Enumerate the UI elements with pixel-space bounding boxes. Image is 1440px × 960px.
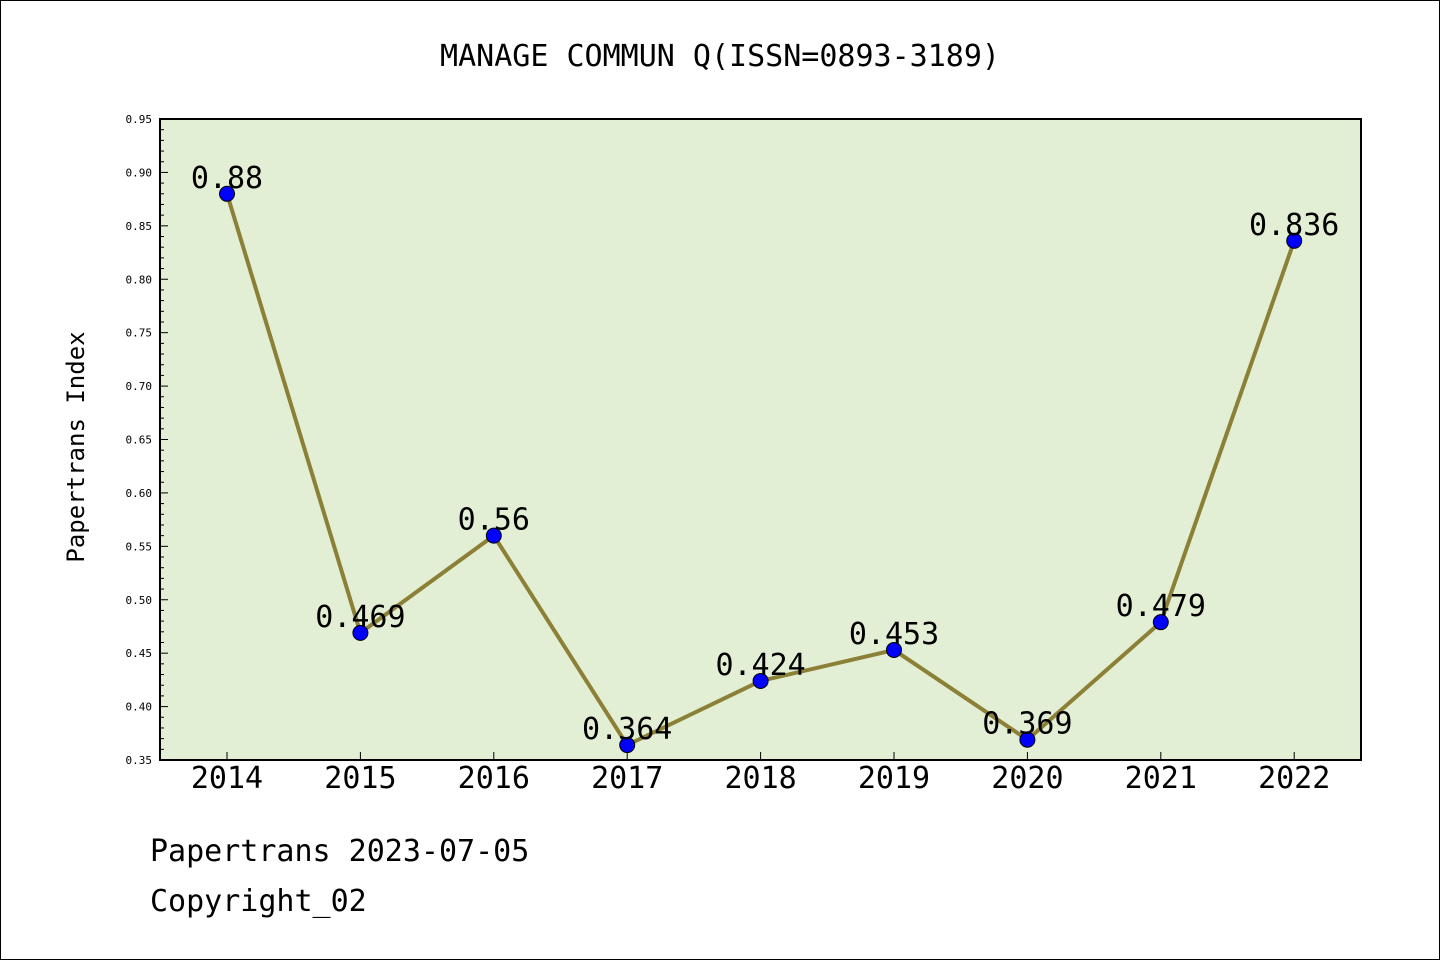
x-tick-label: 2020 <box>991 761 1063 796</box>
y-tick-label: 0.70 <box>126 380 153 393</box>
data-label: 0.836 <box>1249 208 1339 243</box>
chart-title: MANAGE COMMUN Q(ISSN=0893-3189) <box>440 39 1000 74</box>
y-tick-label: 0.50 <box>126 594 153 607</box>
data-point <box>752 672 769 689</box>
data-point <box>886 641 902 658</box>
x-tick-label: 2015 <box>324 761 396 796</box>
x-tick-label: 2017 <box>591 761 663 796</box>
y-tick-label: 0.80 <box>126 273 153 286</box>
data-point <box>1152 614 1169 631</box>
x-tick-label: 2014 <box>191 761 263 796</box>
data-point <box>1019 731 1036 748</box>
x-tick-label: 2016 <box>458 761 530 796</box>
x-tick-label: 2019 <box>858 761 930 796</box>
footer-copyright: Copyright_02 <box>150 884 367 919</box>
x-tick-label: 2021 <box>1125 761 1197 796</box>
data-point <box>485 527 502 544</box>
y-axis-label: Papertrans Index <box>62 331 90 562</box>
data-label: 0.369 <box>982 707 1072 742</box>
data-label: 0.88 <box>191 161 263 196</box>
y-tick-label: 0.55 <box>126 540 153 553</box>
data-point <box>219 185 235 202</box>
y-tick-label: 0.35 <box>126 754 153 767</box>
plot-area <box>159 118 1362 761</box>
data-label: 0.364 <box>582 712 672 747</box>
y-tick-label: 0.65 <box>126 434 153 447</box>
y-tick-label: 0.40 <box>126 701 153 714</box>
data-point <box>1286 232 1303 249</box>
data-point <box>619 737 636 754</box>
data-label: 0.56 <box>458 503 530 538</box>
x-tick-label: 2022 <box>1258 761 1330 796</box>
x-tick-label: 2018 <box>724 761 796 796</box>
y-tick-label: 0.85 <box>126 220 153 233</box>
y-tick-label: 0.90 <box>126 166 153 179</box>
y-tick-label: 0.75 <box>126 327 153 340</box>
data-point <box>352 624 369 641</box>
data-label: 0.469 <box>315 600 405 635</box>
y-tick-label: 0.60 <box>126 487 153 500</box>
y-tick-label: 0.45 <box>126 647 153 660</box>
axis-ticks: 0.35 0.40 0.45 0.50 0.55 0.60 0.65 0.70 0.75 0.80… <box>126 113 1331 796</box>
y-tick-label: 0.95 <box>126 113 153 126</box>
data-label: 0.479 <box>1116 589 1206 624</box>
footer-date: Papertrans 2023-07-05 <box>150 834 530 869</box>
data-label: 0.453 <box>849 617 939 652</box>
data-label: 0.424 <box>715 648 805 683</box>
series-1: 0.88 0.469 0.56 0.364 0.424 0.453 0.369 0.479 0.… <box>191 161 1339 754</box>
